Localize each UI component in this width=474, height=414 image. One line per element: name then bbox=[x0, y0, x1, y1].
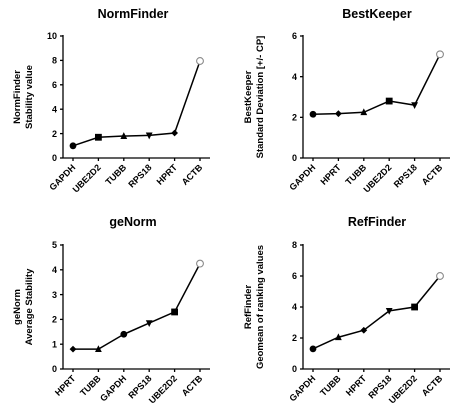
data-point-gapdh bbox=[309, 110, 317, 118]
data-point-actb bbox=[196, 57, 204, 65]
y-tick-label: 4 bbox=[52, 104, 57, 114]
y-tick-label: 6 bbox=[292, 31, 297, 41]
series-line bbox=[312, 53, 441, 116]
series-line bbox=[73, 263, 201, 350]
y-tick-label: 1 bbox=[52, 339, 57, 349]
series-line bbox=[312, 275, 441, 350]
data-point-gapdh bbox=[120, 330, 128, 338]
data-point-tubb bbox=[95, 345, 102, 353]
x-tick-label: RPS18 bbox=[126, 162, 153, 189]
y-tick-label: 4 bbox=[292, 302, 297, 312]
data-point-rps18 bbox=[411, 102, 418, 110]
y-tick-label: 5 bbox=[52, 240, 57, 250]
y-tick-label: 0 bbox=[52, 364, 57, 374]
x-tick-label: UBE2D2 bbox=[147, 373, 179, 405]
y-tick-label: 8 bbox=[292, 240, 297, 250]
y-tick-label: 2 bbox=[292, 113, 297, 123]
y-tick-label: 2 bbox=[52, 129, 57, 139]
x-tick-label: ACTB bbox=[180, 162, 205, 187]
data-point-gapdh bbox=[309, 345, 317, 353]
x-tick-label: HPRT bbox=[155, 162, 180, 187]
x-tick-label: ACTB bbox=[420, 162, 445, 187]
data-point-actb bbox=[196, 259, 204, 268]
chart-title: NormFinder bbox=[98, 7, 169, 21]
y-tick-label: 10 bbox=[47, 31, 57, 41]
y-axis-label: Geomean of ranking values bbox=[255, 245, 266, 369]
y-tick-label: 0 bbox=[292, 364, 297, 374]
y-axis-label: BestKeeper bbox=[243, 70, 254, 123]
data-point-ube2d2 bbox=[411, 303, 418, 311]
y-tick-label: 4 bbox=[292, 72, 297, 82]
y-tick-label: 6 bbox=[52, 80, 57, 90]
x-tick-label: GAPDH bbox=[287, 162, 317, 192]
data-point-ube2d2 bbox=[171, 308, 178, 316]
y-tick-label: 8 bbox=[52, 56, 57, 66]
x-tick-label: TUBB bbox=[318, 373, 343, 398]
y-tick-label: 3 bbox=[52, 290, 57, 300]
y-tick-label: 0 bbox=[292, 153, 297, 163]
data-point-rps18 bbox=[145, 320, 153, 328]
data-point-rps18 bbox=[145, 132, 153, 140]
data-point-ube2d2 bbox=[95, 133, 102, 141]
x-tick-label: TUBB bbox=[103, 162, 128, 187]
y-tick-label: 0 bbox=[52, 153, 57, 163]
x-tick-label: HPRT bbox=[53, 373, 78, 398]
x-tick-label: HPRT bbox=[318, 162, 343, 187]
y-tick-label: 4 bbox=[52, 265, 57, 275]
y-tick-label: 6 bbox=[292, 271, 297, 281]
y-axis-label: Average Stability bbox=[24, 268, 35, 345]
y-axis-label: Standard Deviation [+/- CP] bbox=[255, 36, 266, 159]
y-axis-label: geNorm bbox=[12, 289, 23, 325]
chart-title: RefFinder bbox=[348, 215, 406, 229]
data-point-tubb bbox=[360, 108, 368, 116]
data-point-hprt bbox=[360, 326, 368, 334]
x-tick-label: UBE2D2 bbox=[361, 162, 393, 194]
data-point-rps18 bbox=[385, 307, 393, 315]
data-point-actb bbox=[436, 272, 444, 280]
data-point-tubb bbox=[120, 132, 128, 139]
x-tick-label: UBE2D2 bbox=[387, 373, 419, 405]
y-axis-label: RefFinder bbox=[243, 285, 254, 330]
x-tick-label: HPRT bbox=[344, 373, 369, 398]
x-tick-label: GAPDH bbox=[98, 373, 128, 403]
chart-title: geNorm bbox=[109, 215, 156, 229]
data-point-gapdh bbox=[69, 142, 77, 150]
chart-title: BestKeeper bbox=[342, 7, 412, 21]
x-tick-label: GAPDH bbox=[287, 373, 317, 403]
data-point-hprt bbox=[335, 110, 342, 118]
series-line bbox=[72, 60, 201, 147]
data-point-tubb bbox=[335, 333, 342, 341]
y-tick-label: 2 bbox=[292, 333, 297, 343]
y-tick-label: 2 bbox=[52, 315, 57, 325]
x-tick-label: ACTB bbox=[420, 373, 445, 398]
data-point-hprt bbox=[69, 345, 77, 353]
data-point-ube2d2 bbox=[385, 97, 393, 105]
x-tick-label: ACTB bbox=[180, 373, 205, 398]
data-point-hprt bbox=[171, 129, 178, 137]
y-axis-label: Stability value bbox=[24, 65, 35, 129]
y-axis-label: NormFinder bbox=[12, 70, 23, 124]
data-point-actb bbox=[436, 50, 444, 59]
x-tick-label: UBE2D2 bbox=[71, 162, 103, 194]
x-tick-label: RPS18 bbox=[392, 162, 419, 189]
